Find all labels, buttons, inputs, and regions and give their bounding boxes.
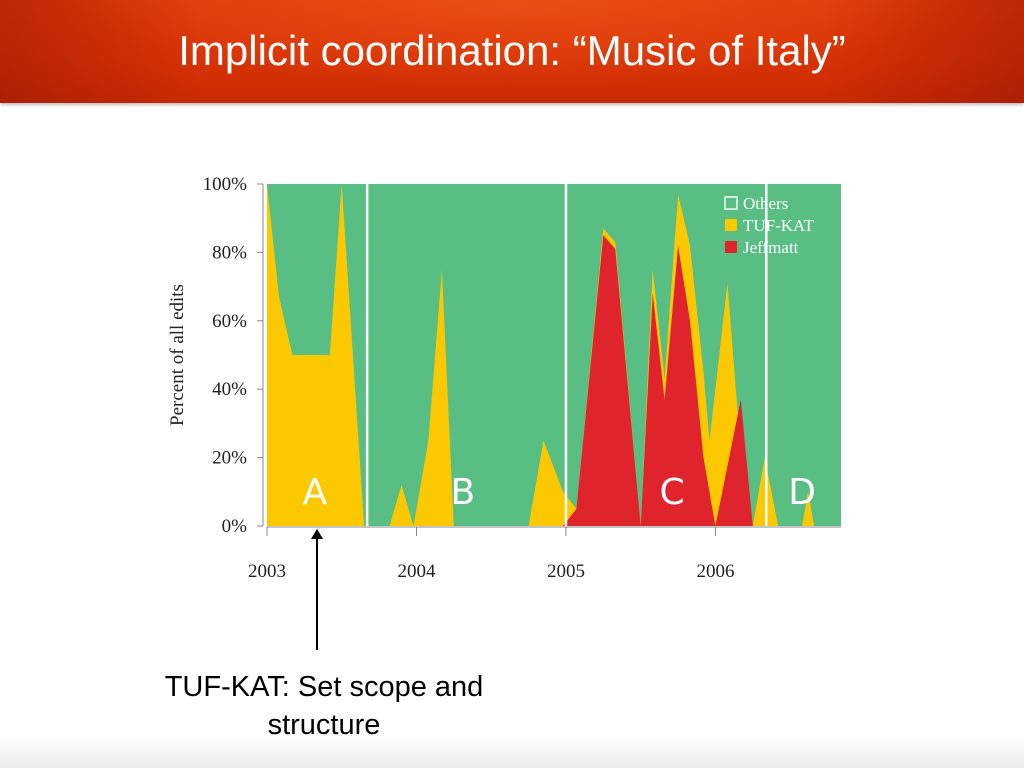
legend-swatch-jeffmatt [725, 241, 737, 253]
legend-label-jeffmatt: Jeffmatt [743, 238, 799, 257]
legend-label-tuf-kat: TUF-KAT [743, 216, 814, 235]
y-tick-label-80: 80% [212, 242, 247, 263]
legend-label-others: Others [743, 194, 788, 213]
title-bar: Implicit coordination: “Music of Italy” [0, 0, 1024, 103]
y-tick-label-60: 60% [212, 311, 247, 332]
annotation-arrow-line [316, 536, 318, 650]
axes: Percent of all edits 0% 20% 40% 60% 80% 100% 2… [167, 174, 841, 582]
series-jeffmatt-area [563, 235, 753, 527]
y-tick-label-100: 100% [203, 174, 248, 195]
edits-area-chart: A B C D Percent of all edits 0% 20% 40% 60% 80%… [167, 174, 841, 582]
legend-swatch-others [724, 196, 738, 210]
legend: Others TUF-KAT Jeffmatt [724, 194, 814, 257]
x-tick-label-2003: 2003 [248, 561, 286, 582]
x-tick-label-2004: 2004 [397, 561, 436, 582]
annotation-arrow-head [311, 529, 323, 539]
x-tick-label-2005: 2005 [547, 561, 585, 582]
y-axis-label: Percent of all edits [167, 284, 188, 426]
region-label-d: D [788, 472, 816, 513]
plot-area: A B C D [267, 184, 841, 527]
annotation-caption: TUF-KAT: Set scope and structure [164, 671, 484, 741]
y-tick-label-40: 40% [212, 379, 247, 400]
y-tick-label-0: 0% [222, 516, 248, 537]
region-label-b: B [450, 472, 475, 513]
x-tick-label-2006: 2006 [696, 561, 734, 582]
region-label-c: C [660, 472, 685, 513]
y-tick-label-20: 20% [212, 448, 247, 469]
region-label-a: A [303, 472, 328, 513]
footer-fade [0, 735, 1024, 768]
legend-swatch-tuf-kat [725, 219, 737, 231]
slide-title: Implicit coordination: “Music of Italy” [178, 27, 846, 74]
